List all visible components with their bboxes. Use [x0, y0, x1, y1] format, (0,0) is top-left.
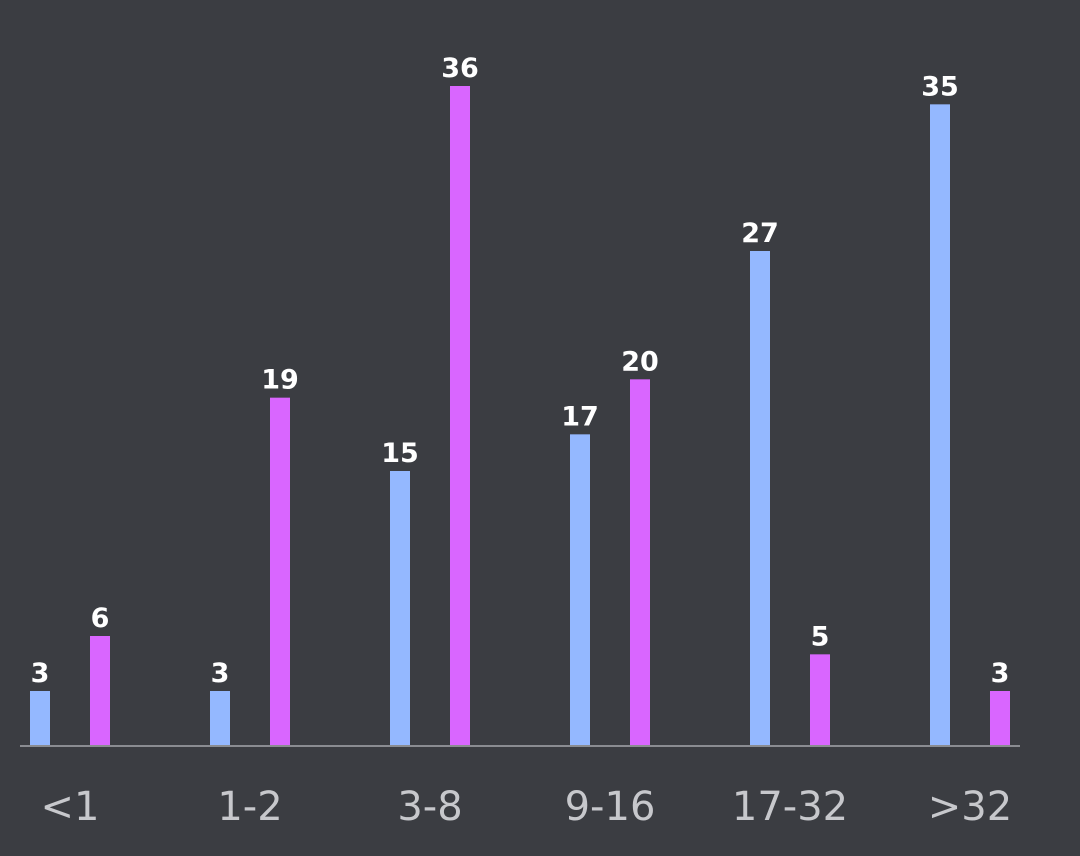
- bar-1-1: [210, 691, 230, 746]
- value-label-1-5: 35: [921, 71, 959, 102]
- bar-1-5: [930, 104, 950, 747]
- value-label-2-2: 36: [441, 53, 479, 84]
- bar-2-3: [630, 379, 650, 746]
- x-tick-label-0: <1: [41, 784, 100, 830]
- bar-2-0: [90, 636, 110, 746]
- tick-labels-layer: <1 1-2 3-8 9-16 17-32 >32: [41, 784, 1013, 830]
- value-label-1-0: 3: [31, 658, 50, 689]
- bar-2-1: [270, 397, 290, 746]
- x-tick-label-5: >32: [928, 784, 1012, 830]
- x-tick-label-2: 3-8: [397, 784, 462, 830]
- bars-layer: [30, 86, 1010, 747]
- value-label-2-3: 20: [621, 346, 659, 377]
- x-tick-label-4: 17-32: [732, 784, 848, 830]
- bar-1-0: [30, 691, 50, 746]
- value-label-2-1: 19: [261, 365, 299, 396]
- x-tick-label-1: 1-2: [217, 784, 282, 830]
- bar-2-4: [810, 654, 830, 746]
- bar-1-2: [390, 471, 410, 746]
- x-tick-label-3: 9-16: [565, 784, 656, 830]
- bar-1-4: [750, 251, 770, 746]
- value-label-1-2: 15: [381, 438, 419, 469]
- value-label-2-0: 6: [91, 603, 110, 634]
- bar-2-5: [990, 691, 1010, 746]
- value-label-1-3: 17: [561, 401, 599, 432]
- value-label-1-1: 3: [211, 658, 230, 689]
- bar-1-3: [570, 434, 590, 746]
- value-label-2-5: 3: [991, 658, 1010, 689]
- value-label-2-4: 5: [811, 621, 830, 652]
- value-label-1-4: 27: [741, 218, 779, 249]
- bar-2-2: [450, 86, 470, 746]
